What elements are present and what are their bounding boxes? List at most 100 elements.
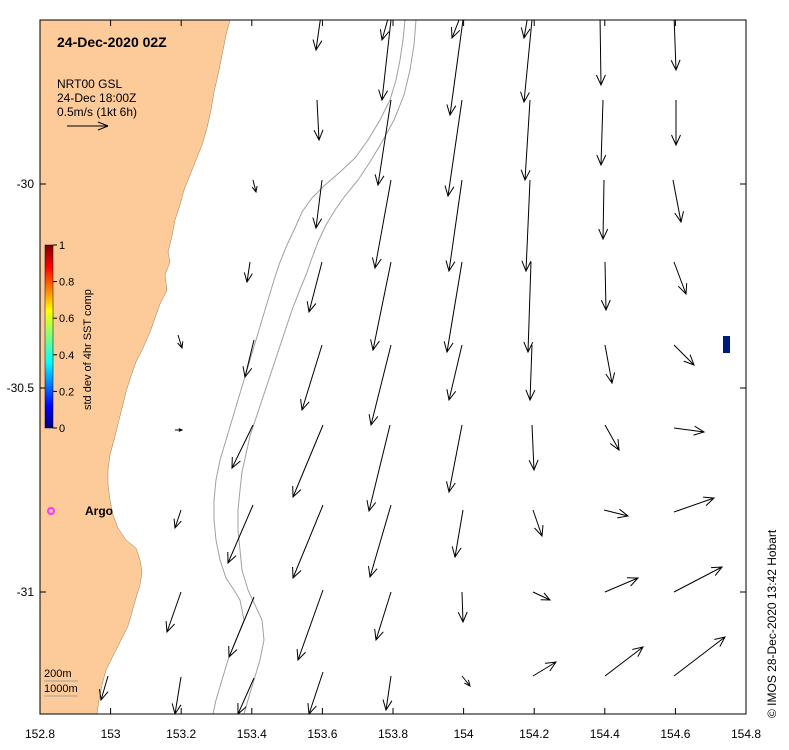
current-vector-arrow [292, 504, 324, 580]
current-vector-arrow [312, 179, 323, 230]
current-vector-arrow [313, 99, 324, 142]
observation-marker [723, 336, 730, 353]
current-vector-arrow [227, 504, 254, 565]
current-vector-arrow [445, 179, 463, 273]
current-vector-arrow [673, 261, 688, 296]
current-vector-arrow [532, 509, 544, 538]
current-vector-arrow [520, 99, 531, 182]
current-vector-arrow [368, 504, 392, 579]
current-vector-arrow [228, 596, 255, 659]
x-tick-label: 153.8 [378, 727, 408, 741]
x-tick-label: 152.8 [25, 727, 55, 741]
x-tick-label: 154.2 [519, 727, 549, 741]
x-tick-label: 154.6 [660, 727, 690, 741]
legend-scale-arrow-icon [67, 121, 109, 131]
current-vector-arrow [446, 424, 463, 494]
current-vector-arrow [366, 424, 391, 513]
current-vector-arrow [598, 179, 609, 241]
current-vector-arrow [523, 261, 534, 354]
current-vector-arrow [374, 99, 392, 187]
x-tick-label: 153.6 [307, 727, 337, 741]
current-vector-arrow [171, 676, 182, 714]
depth-legend-200m: 200m [44, 668, 72, 680]
colorbar-tick-label: 0.6 [59, 313, 74, 325]
x-tick-label: 153 [101, 727, 121, 741]
current-vector-arrow [520, 20, 533, 104]
isobath-200m [212, 20, 406, 714]
y-tick-label: -31 [17, 585, 35, 599]
current-vector-arrow [379, 20, 390, 42]
legend-time: 24-Dec 18:00Z [57, 91, 136, 105]
current-vector-arrow [243, 261, 253, 284]
current-arrows [99, 20, 726, 714]
current-vector-arrow [525, 344, 536, 402]
x-tick-label: 153.4 [237, 727, 267, 741]
x-tick-label: 153.2 [166, 727, 196, 741]
current-vector-arrow [603, 508, 630, 519]
current-vector-arrow [596, 99, 607, 167]
colorbar-tick-label: 0 [59, 423, 65, 435]
current-vector-arrow [604, 646, 644, 677]
colorbar-tick-label: 0.2 [59, 386, 74, 398]
current-vector-arrow [451, 509, 464, 559]
colorbar [44, 244, 54, 429]
colorbar-ticks: 0 0.2 0.4 0.6 0.8 1 [53, 240, 74, 435]
argo-label: Argo [85, 504, 113, 518]
current-vector-arrow [242, 339, 255, 379]
current-vector-arrow [528, 424, 539, 472]
current-vector-arrow [532, 591, 552, 601]
current-vector-arrow [446, 20, 464, 117]
y-tick-label: -30 [17, 177, 35, 191]
current-vector-arrow [461, 675, 471, 687]
current-vector-arrow [175, 428, 184, 432]
current-vector-arrow [374, 591, 392, 642]
current-vector-arrow [451, 20, 461, 40]
current-vector-arrow [604, 577, 640, 593]
isobath-1000m [237, 20, 417, 714]
x-tick-label: 154.4 [590, 727, 620, 741]
colorbar-tick-label: 1 [59, 240, 65, 252]
map-title: 24-Dec-2020 02Z [57, 34, 167, 50]
current-vector-arrow [99, 675, 109, 702]
current-vector-arrow [600, 261, 611, 312]
current-vector-arrow [237, 677, 255, 714]
current-vector-arrow [300, 344, 323, 412]
current-vector-arrow [672, 179, 684, 224]
current-vector-arrow [251, 179, 258, 194]
current-vector-arrow [173, 509, 182, 530]
current-vector-arrow [673, 566, 724, 593]
x-tick-label: 154 [454, 727, 474, 741]
current-vector-arrow [378, 20, 392, 102]
current-vector-arrow [595, 20, 606, 87]
credit-text: © IMOS 28-Dec-2020 13:42 Hobart [765, 529, 779, 718]
current-vector-arrow [604, 424, 620, 452]
current-vector-arrow [673, 636, 726, 677]
current-vector-arrow [604, 344, 616, 385]
current-vector-arrow [307, 671, 324, 714]
current-vector-arrow [370, 261, 392, 352]
current-vector-arrow [673, 496, 716, 513]
colorbar-tick-label: 0.4 [59, 350, 74, 362]
colorbar-tick-label: 0.8 [59, 277, 74, 289]
land-mass [40, 20, 231, 714]
current-vector-arrow [306, 261, 323, 314]
current-vector-arrow [165, 591, 182, 634]
current-vector-arrow [312, 20, 323, 52]
current-vector-arrow [371, 179, 392, 270]
current-vector-arrow [443, 261, 463, 354]
current-vector-arrow [532, 661, 558, 677]
legend-product: NRT00 GSL [57, 77, 122, 91]
current-vector-arrow [444, 99, 463, 198]
current-vector-arrow [673, 425, 706, 436]
x-axis: 152.8 153 153.2 153.4 153.6 153.8 154 154.2 154.… [25, 20, 761, 741]
argo-float-marker [47, 507, 55, 515]
current-vector-arrow [296, 589, 324, 662]
legend-scale: 0.5m/s (1kt 6h) [57, 105, 137, 119]
y-axis: -30 -30.5 -31 [7, 177, 746, 599]
current-vector-arrow [521, 179, 532, 273]
current-vector-arrow [673, 344, 695, 366]
colorbar-label: std dev of 4hr SST comp [82, 289, 94, 410]
current-vector-arrow [292, 424, 324, 499]
current-vector-arrow [382, 675, 393, 712]
